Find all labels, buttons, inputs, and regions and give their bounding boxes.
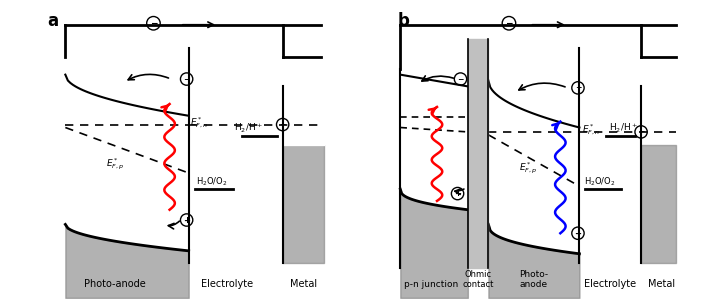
Text: H$_2$O/O$_2$: H$_2$O/O$_2$ [196,175,228,188]
Text: $E^*_{F,n}$: $E^*_{F,n}$ [190,116,209,130]
Text: −: − [279,120,286,129]
Text: Photo-
anode: Photo- anode [519,270,548,289]
Text: Photo-anode: Photo-anode [84,279,146,289]
Text: $E^*_{F,n}$: $E^*_{F,n}$ [582,123,600,137]
Text: −: − [150,19,157,28]
Text: Ohmic
contact: Ohmic contact [462,270,494,289]
Text: Metal: Metal [289,279,317,289]
Text: H$_2$/H$^+$: H$_2$/H$^+$ [234,122,263,135]
Text: Electrolyte: Electrolyte [201,279,253,289]
Text: $E^*_{F,p}$: $E^*_{F,p}$ [106,156,125,172]
Text: $E^*_{F,p}$: $E^*_{F,p}$ [519,161,537,176]
Text: +: + [574,229,582,238]
Text: b: b [398,11,409,30]
Text: −: − [457,75,464,84]
Text: −: − [183,75,190,84]
Text: p-n junction: p-n junction [404,280,458,289]
Text: Electrolyte: Electrolyte [585,279,636,289]
Text: Metal: Metal [648,279,675,289]
Text: +: + [183,216,190,224]
Text: H$_2$O/O$_2$: H$_2$O/O$_2$ [584,175,616,188]
Text: −: − [505,19,513,28]
Text: −: − [638,127,644,137]
Text: −: − [575,83,581,92]
Text: a: a [48,11,59,30]
Text: H$_2$/H$^+$: H$_2$/H$^+$ [608,122,638,135]
Text: +: + [454,189,461,198]
